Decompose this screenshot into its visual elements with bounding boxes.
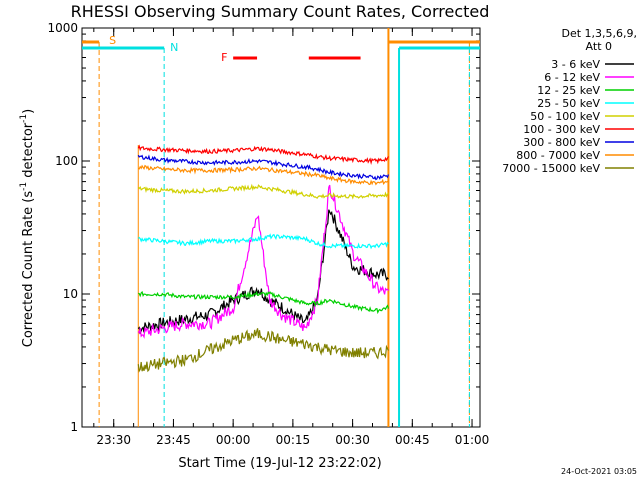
legend-entry-label: 6 - 12 keV — [544, 71, 600, 84]
y-axis-label-mid: detector — [21, 122, 36, 182]
s-marker-label: S — [109, 34, 116, 47]
legend-header-line1: Det 1,3,5,6,9, — [561, 27, 637, 40]
n-marker-label: N — [170, 41, 178, 54]
legend-entry-label: 50 - 100 keV — [530, 110, 600, 123]
y-axis-label: Corrected Count Rate (s-1 detector-1) — [19, 109, 36, 347]
series-line-2 — [138, 290, 389, 315]
y-tick-label: 1 — [70, 420, 78, 434]
x-tick-label: 23:45 — [156, 433, 191, 447]
legend-entry-label: 3 - 6 keV — [551, 58, 600, 71]
y-axis: 1 10 100 1000 — [47, 21, 480, 434]
series-line-8 — [137, 328, 389, 373]
series-line-1 — [137, 184, 389, 339]
legend-entry-label: 100 - 300 keV — [523, 123, 600, 136]
y-axis-label-sup2: -1 — [19, 114, 29, 123]
x-tick-label: 00:45 — [395, 433, 430, 447]
flare-flag: F — [221, 51, 361, 64]
series-line-6 — [137, 154, 389, 181]
series-line-4 — [137, 183, 389, 200]
y-tick-label: 100 — [55, 154, 78, 168]
legend-entry-label: 25 - 50 keV — [537, 97, 600, 110]
x-axis-label: Start Time (19-Jul-12 23:22:02) — [178, 456, 381, 471]
night-markers: SN — [82, 28, 480, 427]
date-stamp: 24-Oct-2021 03:05 — [561, 467, 637, 476]
x-tick-label: 00:00 — [216, 433, 251, 447]
series-line-0 — [137, 209, 389, 335]
series-line-5 — [137, 144, 389, 165]
series-line-3 — [137, 233, 389, 250]
chart-title: RHESSI Observing Summary Count Rates, Co… — [71, 2, 490, 21]
x-axis: 23:30 23:45 00:00 00:15 00:30 00:45 01:00 — [93, 28, 490, 447]
series-line-7 — [137, 164, 389, 186]
flare-flag-label: F — [221, 51, 227, 64]
y-tick-label: 1000 — [47, 21, 78, 35]
y-axis-label-sup1: -1 — [19, 182, 29, 191]
legend-entry-label: 800 - 7000 keV — [516, 149, 600, 162]
legend-entry-label: 7000 - 15000 keV — [502, 162, 600, 175]
y-axis-label-main: Corrected Count Rate (s — [21, 191, 36, 348]
x-tick-label: 00:30 — [335, 433, 370, 447]
y-axis-label-end: ) — [21, 109, 36, 114]
x-tick-label: 00:15 — [276, 433, 311, 447]
legend-header-line2: Att 0 — [586, 40, 612, 53]
legend-entry-label: 300 - 800 keV — [523, 136, 600, 149]
series-group — [137, 144, 389, 373]
x-tick-label: 01:00 — [455, 433, 490, 447]
x-tick-label: 23:30 — [96, 433, 131, 447]
y-tick-label: 10 — [63, 287, 78, 301]
plot-frame — [81, 27, 481, 428]
legend-entry-label: 12 - 25 keV — [537, 84, 600, 97]
